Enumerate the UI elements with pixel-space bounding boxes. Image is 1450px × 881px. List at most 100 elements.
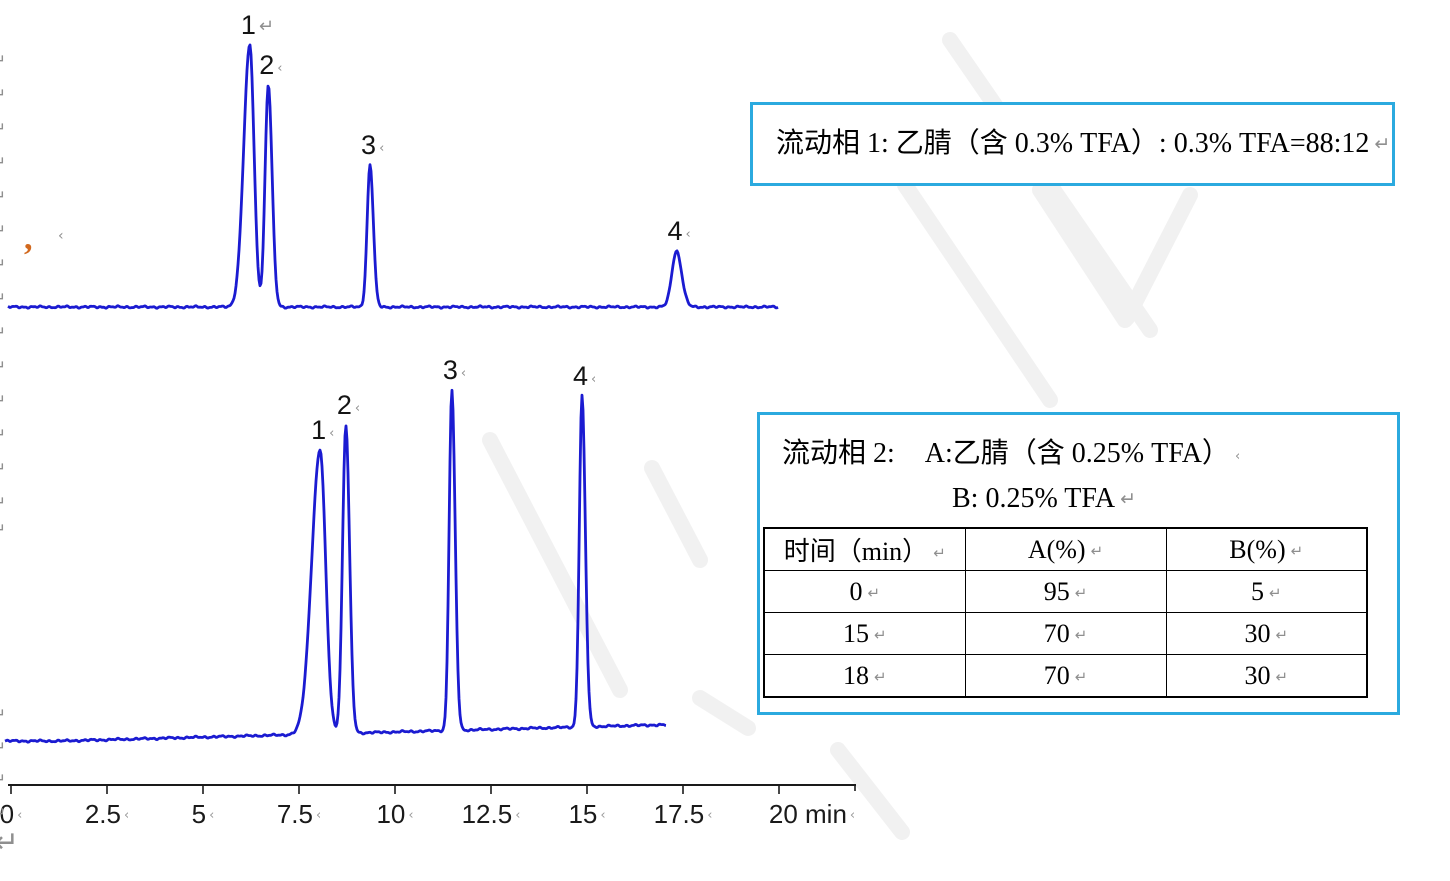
formatting-mark: ‹ (460, 366, 467, 382)
table-row: 0 ↵ 95 ↵ 5 ↵ (763, 570, 1368, 613)
table-cell: 时间（min） ↵ (763, 527, 966, 571)
cell-end-mark: ↵ (1290, 541, 1304, 560)
formatting-mark: ‹ (58, 228, 64, 244)
cell-end-mark: ↵ (1074, 667, 1088, 686)
cell-end-mark: ↵ (933, 544, 946, 562)
table-cell: 70 ↵ (964, 654, 1167, 698)
axis-tick-text: 15 (568, 799, 598, 829)
mobile-phase-2-box: 流动相 2: A:乙腈（含 0.25% TFA） ‹ B: 0.25% TFA ↵ 时… (757, 412, 1400, 715)
cell-end-mark: ↵ (1275, 667, 1289, 686)
table-cell: B(%) ↵ (1165, 527, 1368, 571)
cell-end-mark: ↵ (1074, 625, 1088, 644)
paragraph-mark: ↵ (0, 189, 6, 206)
axis-tick-label: 2.5 ‹ (85, 799, 129, 830)
table-cell: 70 ↵ (964, 612, 1167, 655)
table-cell: A(%) ↵ (964, 527, 1167, 571)
axis-tick-label: 7.5 ‹ (277, 799, 321, 830)
watermark-stroke (482, 432, 628, 698)
cell-text: 70 (1043, 660, 1070, 690)
formatting-mark: ‹ (849, 808, 856, 823)
watermark-stroke (830, 742, 910, 840)
cell-text: 70 (1043, 618, 1070, 648)
cell-text: 0 (849, 576, 863, 606)
watermark-stroke (692, 690, 756, 736)
paragraph-mark: ↵ (0, 461, 6, 478)
mobile-phase-2-line1: 流动相 2: A:乙腈（含 0.25% TFA） ‹ (782, 431, 1397, 471)
cell-end-mark: ↵ (1268, 583, 1282, 602)
cell-text: 18 (842, 660, 869, 690)
cell-text: 15 (842, 618, 869, 648)
axis-tick-label: 10 ‹ (376, 799, 413, 830)
return-mark: ↵ (1374, 133, 1391, 155)
peak-number: 4 (573, 360, 589, 391)
table-row: 15 ↵ 70 ↵ 30 ↵ (763, 612, 1368, 655)
axis-tick-text: 7.5 (276, 799, 313, 829)
paragraph-mark: ↵ (0, 155, 6, 172)
table-cell: 0 ↵ (763, 570, 966, 613)
formatting-mark: ‹ (379, 141, 385, 156)
paragraph-mark: ↵ (0, 325, 6, 342)
peak-number: 1 (240, 10, 256, 40)
cell-end-mark: ↵ (1090, 541, 1104, 560)
axis-tick-text: 2.5 (84, 799, 121, 829)
cell-end-mark: ↵ (867, 583, 881, 602)
axis-tick-label: 17.5 ‹ (654, 799, 713, 830)
formatting-mark: ‹ (277, 61, 283, 76)
peak-label-2: 2 ‹ (259, 52, 282, 82)
chromatogram-mobile-phase-2-trace (4, 388, 667, 744)
peak-number: 3 (442, 355, 458, 386)
paragraph-mark: ↵ (0, 495, 6, 512)
axis-tick-label: 20 min ‹ (769, 799, 855, 830)
watermark-stroke (897, 177, 1058, 408)
formatting-mark: ‹ (315, 808, 322, 823)
peak-number: 1 (311, 414, 327, 445)
cell-end-mark: ↵ (873, 625, 887, 644)
cell-text: A(%) (1027, 534, 1086, 564)
formatting-mark: ↵ (258, 16, 274, 37)
cell-text: 时间（min） (783, 537, 929, 566)
paragraph-mark-large: ↵ (0, 825, 20, 860)
paragraph-mark: ↵ (0, 87, 6, 104)
peak-number: 4 (667, 216, 683, 246)
mobile-phase-2-label: 流动相 2: (782, 438, 895, 469)
formatting-mark: ‹ (408, 808, 414, 823)
axis-tick-text: 12.5 (461, 799, 513, 829)
mobile-phase-2-solvent-b: B: 0.25% TFA (952, 483, 1116, 514)
paragraph-mark: ↵ (0, 707, 6, 724)
axis-tick-label: 15 ‹ (568, 799, 605, 830)
table-cell: 18 ↵ (763, 654, 966, 698)
formatting-mark: ‹ (515, 808, 521, 823)
return-mark: ↵ (1120, 488, 1137, 510)
chromatogram-mobile-phase-1-trace (7, 43, 779, 310)
axis-tick-label: 12.5 ‹ (462, 799, 521, 830)
paragraph-mark: ↵ (0, 121, 6, 138)
stray-comma-text: , (24, 220, 33, 257)
formatting-mark: ‹ (600, 808, 606, 823)
cell-text: B(%) (1229, 534, 1286, 564)
gradient-table: 时间（min） ↵ A(%) ↵ B(%) ↵ 0 ↵ 95 ↵ 5 ↵ 15 ↵ 70 ↵ 30 ↵ 18 ↵ 70 ↵… (763, 527, 1368, 698)
formatting-mark: ‹ (707, 808, 713, 823)
mobile-phase-1-text: 流动相 1: 乙腈（含 0.3% TFA）: 0.3% TFA=88:12 ↵ (753, 105, 1392, 183)
table-cell: 95 ↵ (964, 570, 1167, 613)
cell-text: 30 (1244, 660, 1271, 690)
peak-label-1: 1 ‹ (311, 414, 334, 447)
mobile-phase-1-label: 流动相 1: 乙腈（含 0.3% TFA）: 0.3% TFA=88:12 (776, 128, 1370, 159)
paragraph-mark: ↵ (0, 522, 6, 539)
formatting-mark: ‹ (123, 808, 130, 823)
chromatograms-plot (4, 43, 856, 794)
formatting-mark: ‹ (685, 227, 691, 242)
break-mark: ‹ (1234, 449, 1241, 464)
table-row: 18 ↵ 70 ↵ 30 ↵ (763, 654, 1368, 698)
mobile-phase-1-box: 流动相 1: 乙腈（含 0.3% TFA）: 0.3% TFA=88:12 ↵ (750, 102, 1395, 186)
axis-tick-label: 0 ‹ (0, 799, 22, 830)
peak-label-4: 4 ‹ (667, 218, 690, 248)
watermark-stroke (644, 460, 708, 568)
paragraph-mark: ↵ (0, 393, 6, 410)
axis-tick-text: 0 (0, 799, 15, 829)
axis-tick-text: 20 min (768, 799, 847, 829)
paragraph-mark: ↵ (0, 257, 6, 274)
axis-tick-text: 17.5 (653, 799, 705, 829)
watermark-stroke (1119, 187, 1198, 326)
peak-label-4: 4 ‹ (573, 360, 596, 393)
